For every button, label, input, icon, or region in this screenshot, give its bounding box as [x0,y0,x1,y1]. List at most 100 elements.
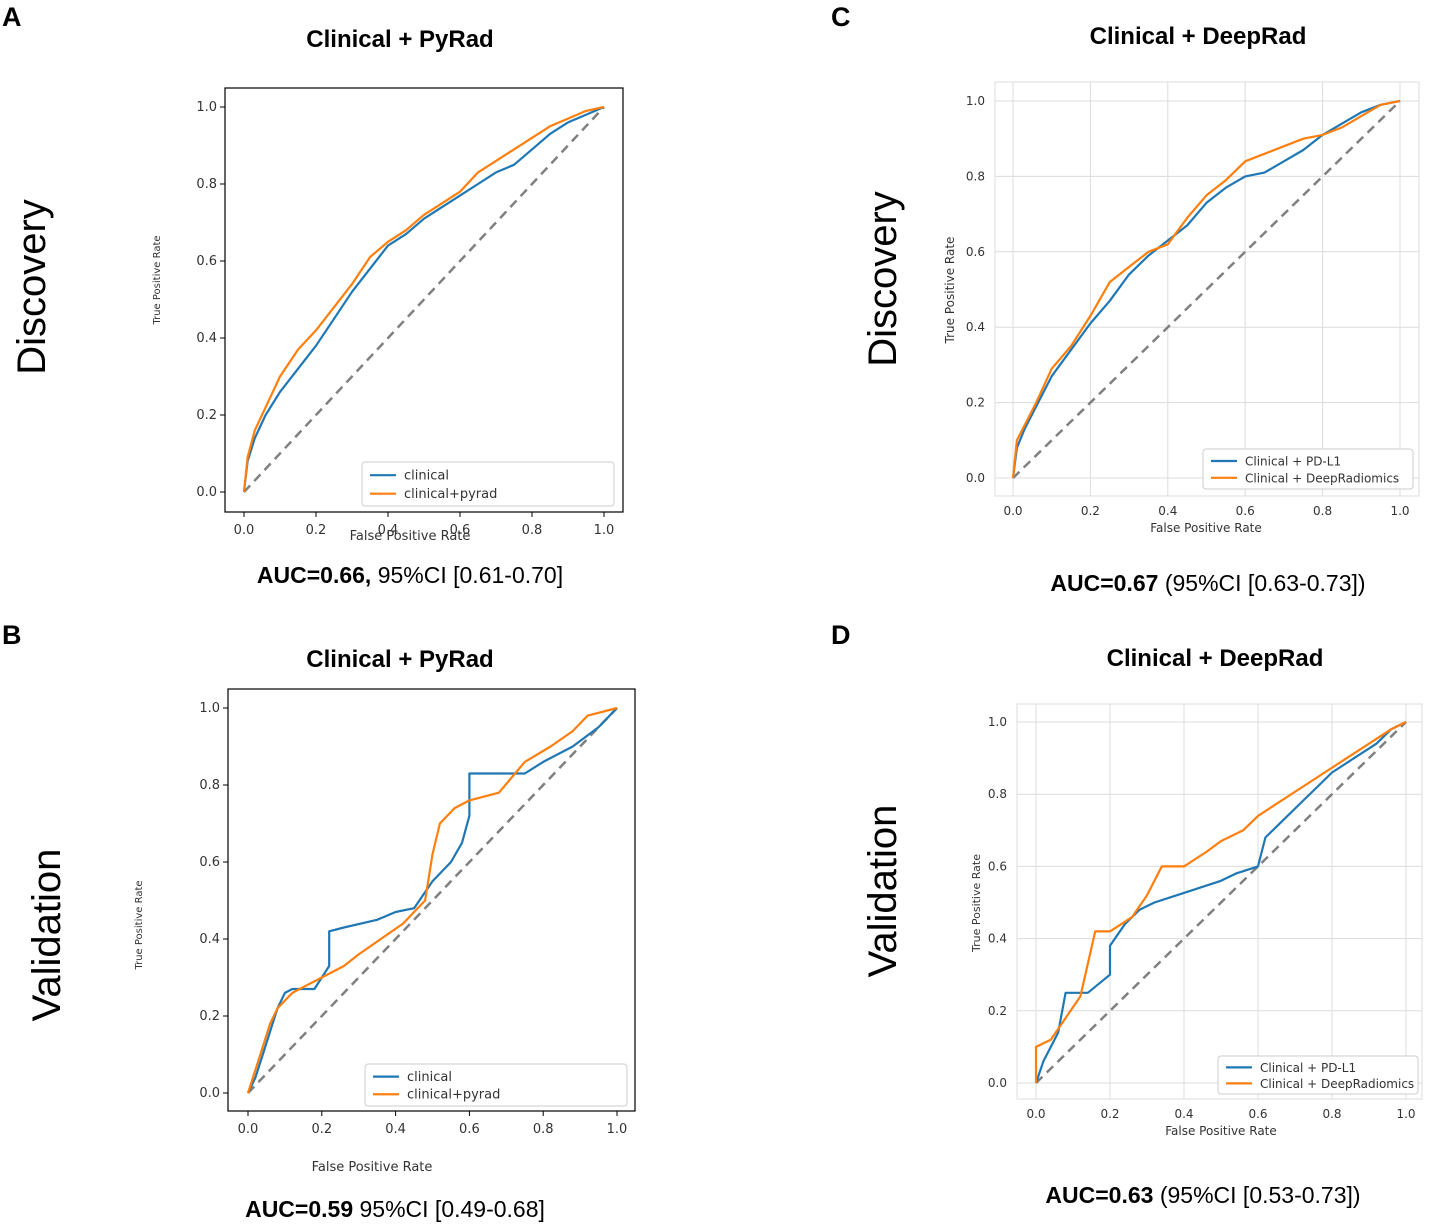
x-tick-label-c-0: 0.0 [1003,504,1022,518]
y-tick-label-a-0: 0.0 [196,485,217,500]
y-axis-label-d: True Positive Rate [970,854,983,953]
legend-label-c-2: Clinical + DeepRadiomics [1245,471,1399,485]
legend-label-c-1: Clinical + PD-L1 [1245,455,1341,469]
plot-frame-d [1016,703,1423,1100]
y-tick-label-d-0: 0.0 [988,1076,1007,1090]
x-tick-label-a-2: 0.4 [378,523,399,538]
legend-label-d-1: Clinical + PD-L1 [1260,1061,1356,1075]
panel-letter-b: B [2,620,22,650]
series-line-a-2 [242,105,605,493]
y-tick-label-d-3: 0.6 [988,859,1007,873]
legend-box-b [364,1063,628,1107]
y-tick-label-c-0: 0.0 [966,471,985,485]
row-label-discovery-right: Discovery [861,191,905,367]
diagonal-reference-line-d [1035,721,1407,1084]
x-tick-label-a-3: 0.6 [450,523,471,538]
diagonal-reference-line-c [1012,100,1401,479]
x-tick-label-a-5: 1.0 [594,523,615,538]
row-label-discovery-left: Discovery [10,199,54,375]
x-axis-label-a: False Positive Rate [350,529,471,544]
legend-label-a-1: clinical [404,469,449,484]
legend-label-d-2: Clinical + DeepRadiomics [1260,1077,1414,1091]
x-tick-label-b-4: 0.8 [533,1122,554,1137]
series-line-b-2 [246,706,618,1094]
x-axis-label-c: False Positive Rate [1150,521,1262,535]
diagonal-reference-line-b [247,707,618,1094]
x-tick-label-a-0: 0.0 [234,523,255,538]
y-axis-label-c: True Positive Rate [943,237,957,345]
panel-letter-d: D [831,620,851,650]
auc-caption-b: AUC=0.59 95%CI [0.49-0.68] [185,1196,605,1223]
y-tick-label-b-4: 0.8 [199,778,220,793]
auc-caption-d: AUC=0.63 (95%CI [0.53-0.73]) [993,1182,1413,1209]
y-axis-label-b: True Positive Rate [134,880,145,970]
y-tick-label-d-5: 1.0 [988,715,1007,729]
chart-title-b: Clinical + PyRad [306,646,494,673]
auc-value-a: AUC=0.66, [256,562,372,588]
legend-box-d [1217,1055,1419,1095]
y-tick-label-a-4: 0.8 [196,177,217,192]
chart-title-a: Clinical + PyRad [306,26,494,53]
y-tick-label-d-2: 0.4 [988,932,1007,946]
x-tick-label-c-5: 1.0 [1390,504,1409,518]
y-tick-label-c-2: 0.4 [966,320,985,334]
auc-value-d: AUC=0.63 [1045,1182,1154,1208]
x-tick-label-b-5: 1.0 [607,1122,628,1137]
row-label-validation-right: Validation [861,804,905,978]
legend-box-a [361,461,615,507]
plot-frame-c [994,81,1420,497]
y-tick-label-c-5: 1.0 [966,94,985,108]
y-tick-label-a-5: 1.0 [196,100,217,115]
x-tick-label-b-3: 0.6 [459,1122,480,1137]
x-tick-label-d-5: 1.0 [1396,1107,1415,1121]
x-tick-label-c-4: 0.8 [1313,504,1332,518]
legend-label-a-2: clinical+pyrad [404,487,497,502]
x-tick-label-b-1: 0.2 [311,1122,332,1137]
x-tick-label-d-0: 0.0 [1026,1107,1045,1121]
y-tick-label-c-3: 0.6 [966,245,985,259]
x-tick-label-a-1: 0.2 [306,523,327,538]
y-tick-label-d-1: 0.2 [988,1004,1007,1018]
diagonal-reference-line-a [243,106,605,493]
legend-label-b-2: clinical+pyrad [407,1088,500,1103]
panel-letter-c: C [831,2,851,32]
x-tick-label-d-3: 0.6 [1248,1107,1267,1121]
panel-letter-a: A [2,2,22,32]
y-tick-label-b-2: 0.4 [199,932,220,947]
series-line-b-1 [247,707,618,1094]
series-line-d-2 [1034,721,1407,1083]
x-tick-label-b-0: 0.0 [238,1122,259,1137]
x-tick-label-d-1: 0.2 [1100,1107,1119,1121]
chart-title-d: Clinical + DeepRad [1106,645,1324,672]
x-tick-label-b-2: 0.4 [385,1122,406,1137]
x-tick-label-a-4: 0.8 [522,523,543,538]
x-tick-label-c-3: 0.6 [1236,504,1255,518]
y-tick-label-b-1: 0.2 [199,1009,220,1024]
y-tick-label-a-2: 0.4 [196,331,217,346]
x-tick-label-d-4: 0.8 [1322,1107,1341,1121]
series-line-a-1 [242,105,605,493]
x-tick-label-d-2: 0.4 [1174,1107,1193,1121]
y-tick-label-d-4: 0.8 [988,787,1007,801]
y-tick-label-b-0: 0.0 [199,1086,220,1101]
y-tick-label-a-1: 0.2 [196,408,217,423]
auc-ci-d: (95%CI [0.53-0.73]) [1153,1182,1361,1208]
row-label-validation-left: Validation [25,848,69,1022]
auc-caption-c: AUC=0.67 (95%CI [0.63-0.73]) [998,570,1418,597]
y-tick-label-a-3: 0.6 [196,254,217,269]
auc-ci-a: 95%CI [0.61-0.70] [371,562,564,588]
legend-box-c [1202,448,1414,490]
y-axis-label-a: True Positive Rate [152,235,163,325]
y-tick-label-b-5: 1.0 [199,701,220,716]
x-tick-label-c-1: 0.2 [1081,504,1100,518]
series-line-d-1 [1034,721,1407,1084]
chart-title-c: Clinical + DeepRad [1089,23,1307,50]
auc-value-b: AUC=0.59 [245,1196,354,1222]
x-tick-label-c-2: 0.4 [1158,504,1177,518]
y-tick-label-c-1: 0.2 [966,396,985,410]
auc-ci-c: (95%CI [0.63-0.73]) [1158,570,1366,596]
legend-label-b-1: clinical [407,1070,452,1085]
y-tick-label-b-3: 0.6 [199,855,220,870]
plot-frame-a [224,87,624,513]
